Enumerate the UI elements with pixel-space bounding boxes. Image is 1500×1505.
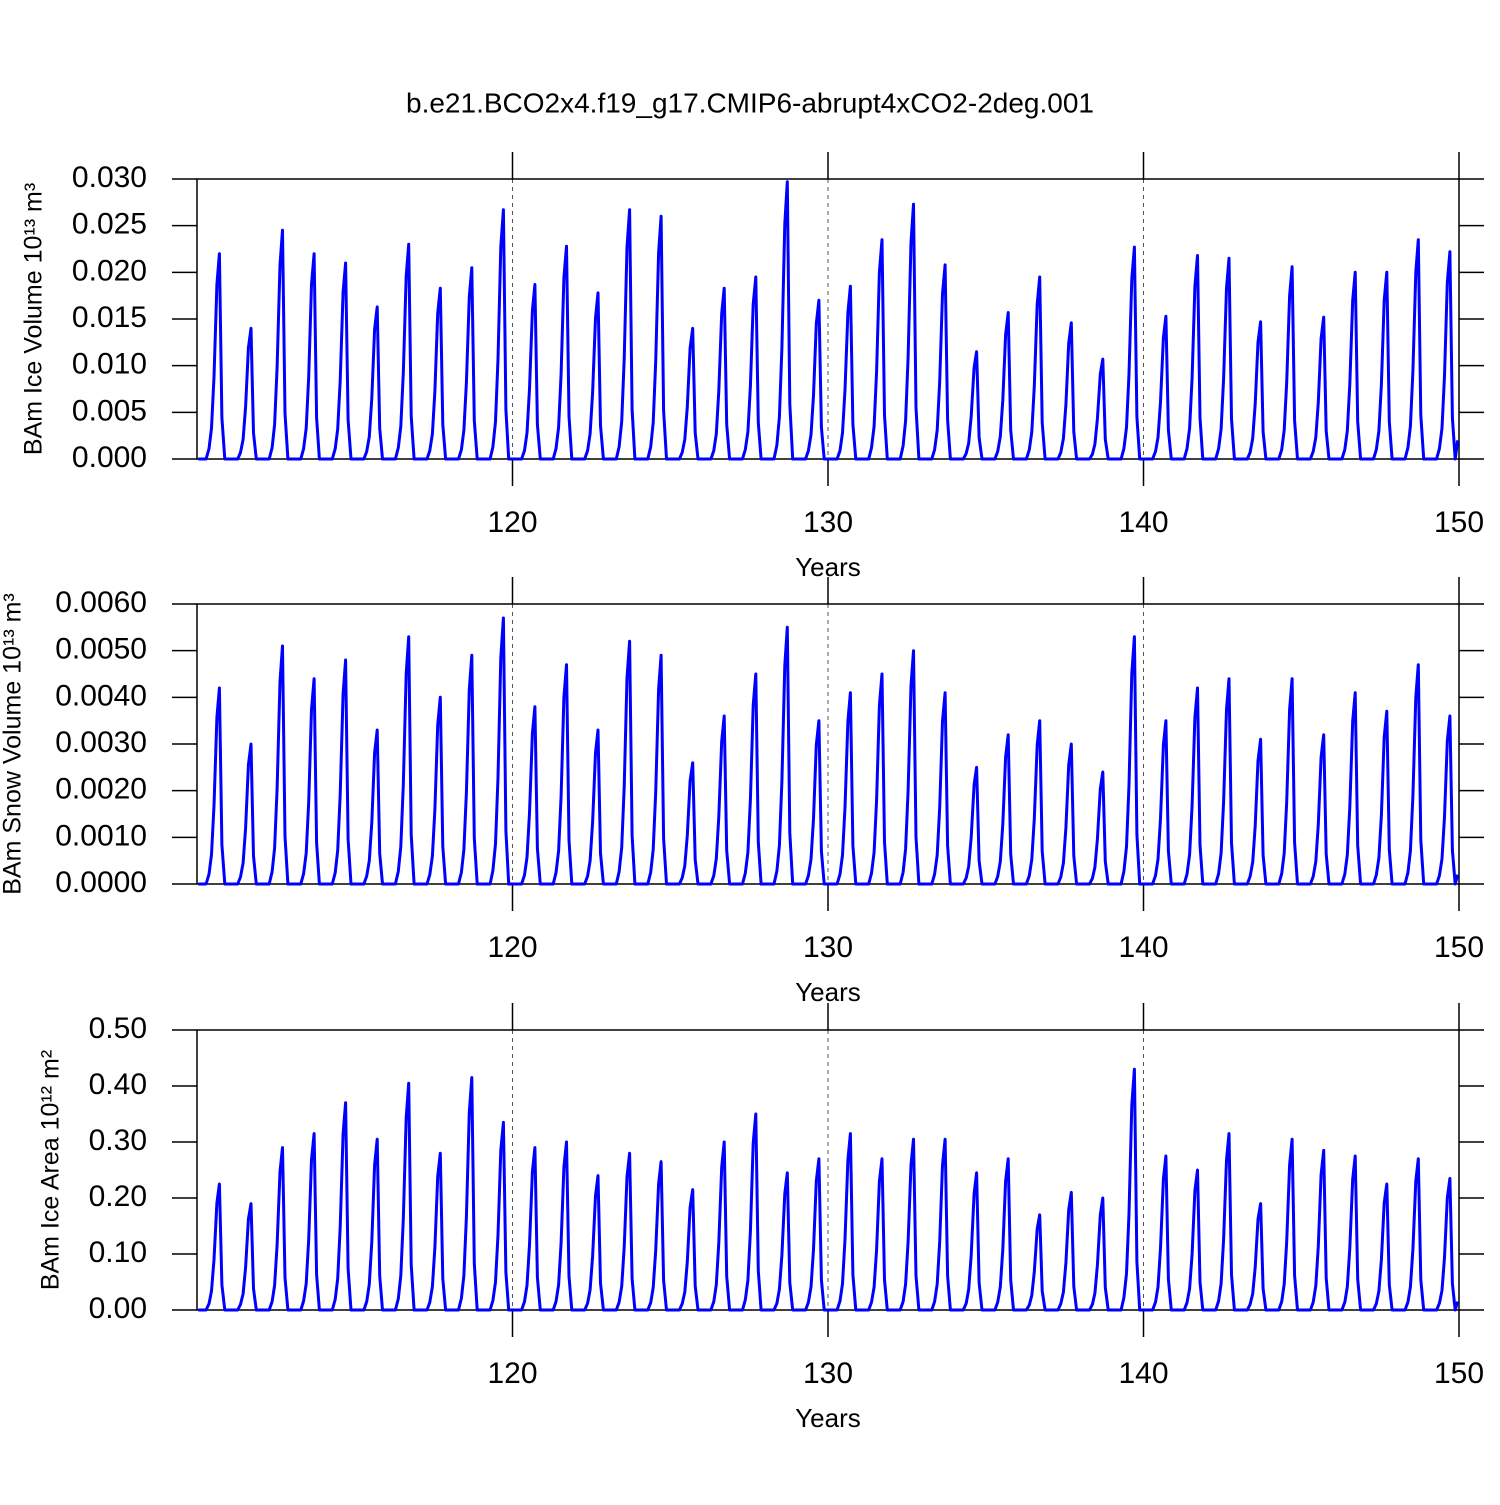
y-tick-label: 0.020 [72, 254, 147, 287]
data-line [198, 180, 1460, 461]
y-tick-label: 0.000 [72, 441, 147, 474]
y-tick-label: 0.00 [89, 1292, 147, 1325]
y-axis-label: BAm Snow Volume 10¹³ m³ [0, 593, 27, 895]
y-tick-label: 0.0060 [55, 586, 147, 619]
y-tick-label: 0.10 [89, 1236, 147, 1269]
x-axis-label: Years [795, 552, 861, 582]
y-tick-label: 0.0050 [55, 633, 147, 666]
y-tick-label: 0.0000 [55, 866, 147, 899]
x-tick-label: 130 [803, 931, 853, 964]
y-tick-label: 0.30 [89, 1124, 147, 1157]
x-axis-label: Years [795, 977, 861, 1007]
y-tick-label: 0.030 [72, 161, 147, 194]
y-tick-label: 0.005 [72, 394, 147, 427]
y-axis-label: BAm Ice Area 10¹² m² [37, 1050, 65, 1290]
x-tick-label: 120 [487, 506, 537, 539]
x-tick-label: 140 [1118, 1357, 1168, 1390]
y-axis-label: BAm Ice Volume 10¹³ m³ [20, 183, 48, 455]
y-tick-label: 0.015 [72, 301, 147, 334]
y-tick-label: 0.0010 [55, 819, 147, 852]
y-tick-label: 0.010 [72, 348, 147, 381]
y-tick-label: 0.025 [72, 208, 147, 241]
data-line [198, 616, 1460, 886]
x-tick-label: 150 [1434, 1357, 1484, 1390]
x-axis-label: Years [795, 1403, 861, 1433]
y-tick-label: 0.50 [89, 1012, 147, 1045]
x-tick-label: 120 [487, 931, 537, 964]
x-tick-label: 120 [487, 1357, 537, 1390]
x-tick-label: 150 [1434, 931, 1484, 964]
y-tick-label: 0.0030 [55, 726, 147, 759]
x-tick-label: 140 [1118, 931, 1168, 964]
x-tick-label: 130 [803, 506, 853, 539]
figure-title: b.e21.BCO2x4.f19_g17.CMIP6-abrupt4xCO2-2… [406, 87, 1094, 118]
y-tick-label: 0.20 [89, 1180, 147, 1213]
x-tick-label: 130 [803, 1357, 853, 1390]
data-line [198, 1067, 1460, 1312]
x-tick-label: 140 [1118, 506, 1168, 539]
y-tick-label: 0.0040 [55, 679, 147, 712]
x-tick-label: 150 [1434, 506, 1484, 539]
y-tick-label: 0.40 [89, 1068, 147, 1101]
y-tick-label: 0.0020 [55, 773, 147, 806]
